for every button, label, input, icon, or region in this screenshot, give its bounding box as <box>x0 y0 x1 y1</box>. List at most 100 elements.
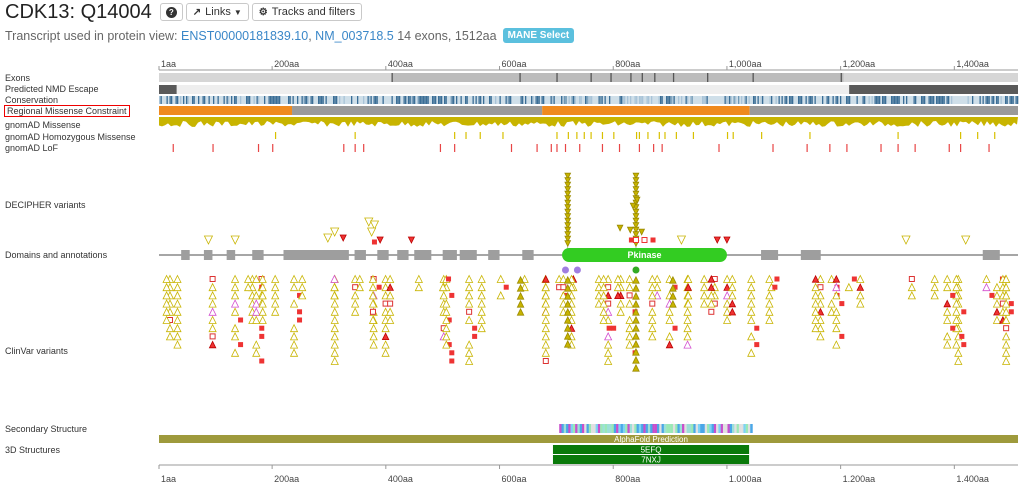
secondary-structure-element <box>729 424 733 433</box>
clinvar-vus <box>700 282 709 292</box>
secondary-structure-element <box>652 424 655 433</box>
clinvar-vus <box>271 307 280 316</box>
clinvar-vus <box>464 274 474 283</box>
axis-tick-label: 1,200aa <box>843 59 876 69</box>
decipher-variant <box>564 177 572 185</box>
clinvar-filled-variant <box>669 299 677 308</box>
conservation-bin <box>897 96 899 104</box>
gnomad-hom-variant <box>638 132 641 139</box>
conservation-bin <box>456 96 458 104</box>
exons-track[interactable] <box>159 73 1018 82</box>
conservation-bin <box>276 96 278 104</box>
secondary-structure-element <box>604 424 608 433</box>
conservation-bin <box>520 96 522 104</box>
track-label-rmc[interactable]: Regional Missense Constraint <box>4 105 130 117</box>
clinvar-vus <box>856 274 865 283</box>
exon-boundary <box>654 73 656 82</box>
decipher-track[interactable] <box>203 172 971 250</box>
conservation-bin <box>412 96 414 104</box>
ensembl-transcript-link[interactable]: ENST00000181839.10 <box>181 28 309 43</box>
clinvar-open-square <box>908 276 915 282</box>
clinvar-vus <box>604 348 613 357</box>
domains-track[interactable]: Pkinase <box>159 248 1018 274</box>
clinvar-vus <box>700 274 709 283</box>
clinvar-vus <box>298 291 307 300</box>
conservation-bin <box>301 96 303 104</box>
clinvar-vus <box>496 274 505 283</box>
tracks-filters-button[interactable]: ⚙ Tracks and filters <box>251 3 363 21</box>
conservation-bin <box>159 96 161 104</box>
disordered-region <box>377 250 389 260</box>
clinvar-pink-triangle <box>252 299 261 308</box>
exon-boundary <box>610 73 612 82</box>
nmd-track[interactable] <box>159 85 1018 94</box>
decipher-variant <box>564 213 572 221</box>
disordered-region <box>761 250 779 260</box>
secondary-structure-track[interactable] <box>559 424 753 433</box>
axis-tick-label: 600aa <box>502 474 527 482</box>
clinvar-filled-variant <box>632 299 640 308</box>
clinvar-vus <box>1001 291 1011 300</box>
clinvar-vus <box>1001 307 1011 316</box>
clinvar-vus <box>1001 340 1011 349</box>
clinvar-vus <box>381 323 390 333</box>
conservation-bin <box>1006 96 1008 104</box>
gnomad-hom-track[interactable] <box>274 132 996 139</box>
conservation-bin <box>217 96 219 104</box>
clinvar-open-square <box>708 308 715 315</box>
disordered-region <box>181 250 190 260</box>
clinvar-vus <box>747 291 756 300</box>
clinvar-red-triangle <box>614 291 622 299</box>
clinvar-vus <box>477 299 486 308</box>
conservation-bin <box>691 96 693 104</box>
clinvar-track[interactable] <box>162 274 1014 372</box>
clinvar-red-triangle <box>943 299 952 308</box>
axis-tick-label: 800aa <box>615 474 640 482</box>
conservation-bin <box>538 96 540 104</box>
conservation-bin <box>333 96 335 104</box>
conservation-bin <box>885 96 887 104</box>
clinvar-vus <box>541 291 550 300</box>
clinvar-vus <box>271 291 280 300</box>
conservation-track[interactable] <box>159 96 1019 104</box>
conservation-bin <box>507 96 509 104</box>
gnomad-missense-track[interactable] <box>159 117 1018 127</box>
conservation-bin <box>805 96 807 104</box>
conservation-bin <box>322 96 324 104</box>
axis-tick-label: 1,400aa <box>956 474 989 482</box>
clinvar-vus <box>599 282 608 292</box>
rmc-track[interactable] <box>159 106 1018 115</box>
conservation-bin <box>204 96 206 104</box>
clinvar-open-square <box>560 284 567 291</box>
clinvar-vus <box>1001 315 1011 324</box>
clinvar-vus <box>355 274 364 283</box>
clinvar-vus <box>414 282 423 292</box>
secondary-structure-element <box>561 424 564 433</box>
clinvar-vus <box>943 340 952 349</box>
clinvar-filled-variant <box>632 283 640 292</box>
clinvar-vus <box>230 323 240 333</box>
conservation-bin <box>246 96 248 104</box>
clinvar-pathogenic <box>446 317 452 323</box>
conservation-bin <box>508 96 510 104</box>
conservation-bin <box>580 96 582 104</box>
conservation-bin <box>451 96 453 104</box>
refseq-transcript-link[interactable]: NM_003718.5 <box>315 28 394 43</box>
exon-boundary <box>707 73 709 82</box>
clinvar-vus <box>252 274 261 283</box>
secondary-structure-element <box>566 424 569 433</box>
conservation-bin <box>166 96 168 104</box>
clinvar-vus <box>208 282 217 292</box>
links-dropdown-button[interactable]: ↗ Links ▼ <box>185 3 249 21</box>
secondary-structure-element <box>618 424 621 433</box>
secondary-structure-element <box>713 424 717 433</box>
decipher-variant <box>564 235 572 243</box>
secondary-structure-element <box>704 424 708 433</box>
conservation-bin <box>585 96 587 104</box>
help-button[interactable]: ? <box>159 3 183 21</box>
axis-bottom: 1aa 200aa 400aa 600aa 800aa 1,000aa 1,200aa 1,4… <box>158 464 1018 482</box>
gnomad-lof-track[interactable] <box>172 144 990 152</box>
clinvar-vus <box>541 282 550 292</box>
